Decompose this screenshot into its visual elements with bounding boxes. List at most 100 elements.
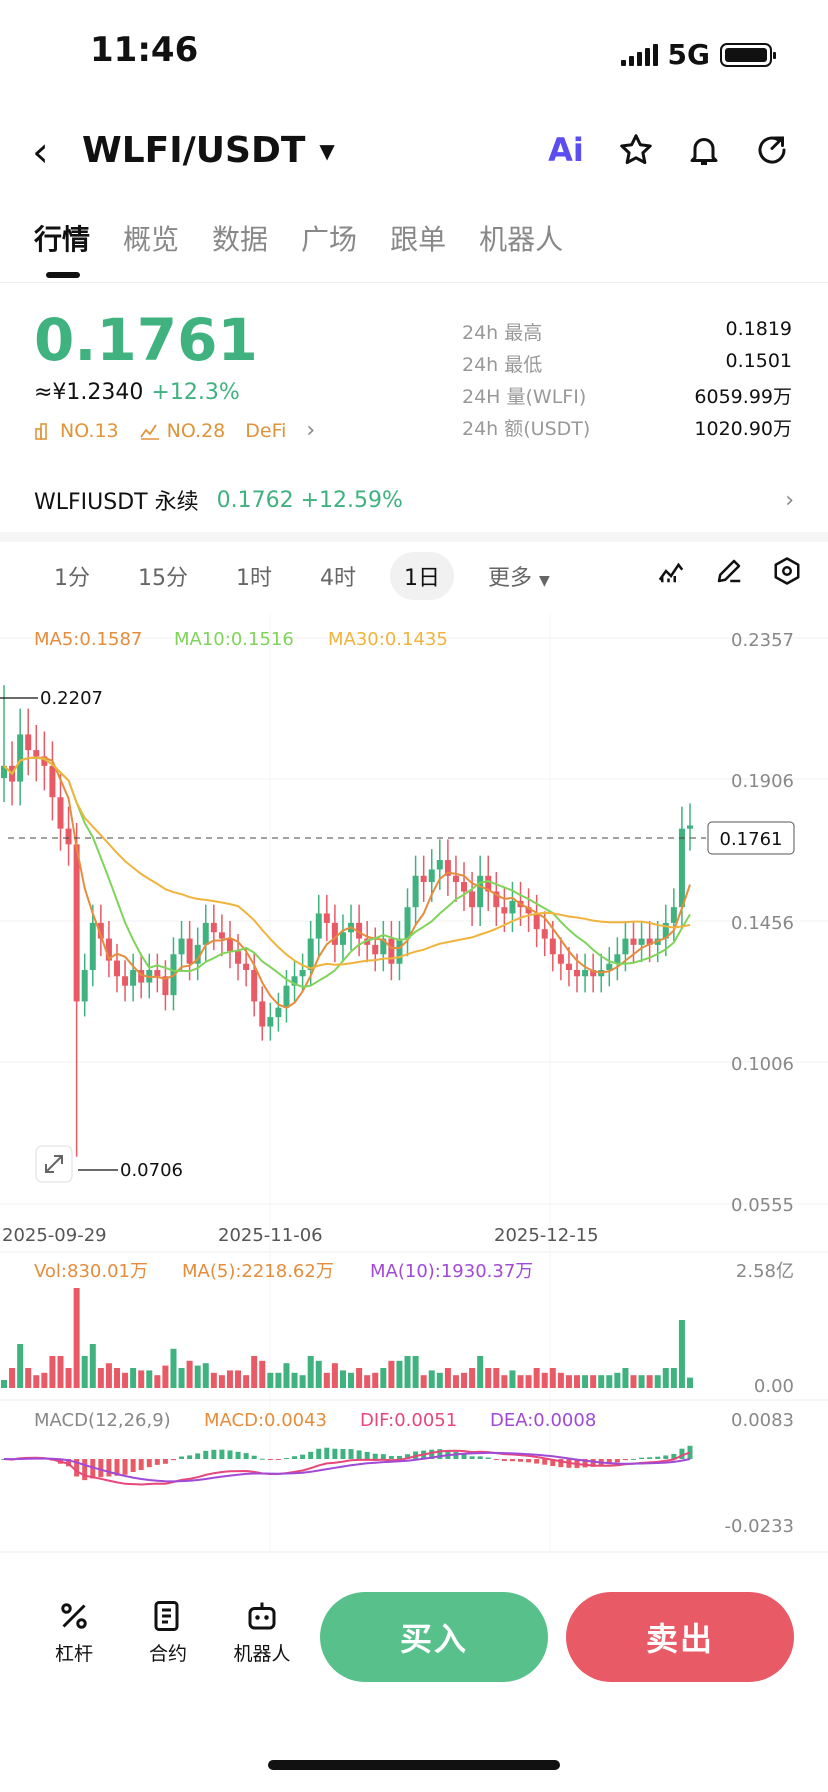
stat-row: 24h 最高 0.1819 xyxy=(462,318,792,344)
macd-bar xyxy=(122,1459,128,1475)
candle-body xyxy=(33,750,40,757)
rank-row[interactable]: NO.13 NO.28 DeFi › xyxy=(34,418,315,443)
interval-1d[interactable]: 1日 xyxy=(390,552,454,600)
macd-bar xyxy=(437,1449,443,1459)
macd-bar xyxy=(534,1459,540,1464)
macd-bar xyxy=(687,1445,693,1459)
star-icon[interactable] xyxy=(614,128,658,172)
ma30-line xyxy=(3,756,691,970)
macd-bar xyxy=(348,1449,354,1459)
candle-body xyxy=(194,944,201,964)
contract-button[interactable]: 合约 xyxy=(128,1598,208,1666)
vol-legend: Vol:830.01万 xyxy=(34,1261,148,1282)
volume-bar xyxy=(461,1372,468,1388)
candle-body xyxy=(493,891,500,908)
tab-copy-trade[interactable]: 跟单 xyxy=(390,223,447,256)
volume-bar xyxy=(243,1375,250,1388)
volume-bar xyxy=(299,1375,306,1388)
macd-bar xyxy=(631,1458,637,1460)
volume-bar xyxy=(65,1368,72,1388)
candle-body xyxy=(582,969,589,977)
tab-data[interactable]: 数据 xyxy=(212,223,269,256)
candle-body xyxy=(235,951,242,964)
back-icon[interactable]: ‹ xyxy=(32,127,49,176)
tab-overview[interactable]: 概览 xyxy=(123,223,180,256)
volume-bar xyxy=(113,1368,120,1388)
main-tabs: 行情 概览 数据 广场 跟单 机器人 xyxy=(34,218,564,278)
candle-body xyxy=(283,985,290,1008)
network-label: 5G xyxy=(667,38,710,71)
perpetual-row[interactable]: WLFIUSDT 永续 0.1762 +12.59% › xyxy=(34,484,794,516)
perp-price: 0.1762 +12.59% xyxy=(216,487,403,513)
volume-bar xyxy=(348,1372,355,1388)
dif-legend: DIF:0.0051 xyxy=(360,1410,457,1431)
candle-body xyxy=(65,828,72,845)
macd-bar xyxy=(453,1451,459,1459)
bot-button[interactable]: 机器人 xyxy=(222,1598,302,1666)
vol-tick: 0.00 xyxy=(754,1376,794,1397)
interval-1h[interactable]: 1时 xyxy=(236,566,272,591)
candle-body xyxy=(574,969,581,977)
macd-bar xyxy=(388,1456,394,1459)
volume-bar xyxy=(186,1360,193,1388)
macd-bar xyxy=(219,1449,225,1459)
volume-bar xyxy=(372,1372,379,1388)
volume-bar xyxy=(259,1360,266,1388)
macd-bar xyxy=(227,1450,233,1459)
macd-bar xyxy=(526,1459,532,1463)
settings-hexagon-icon[interactable] xyxy=(772,556,802,586)
contract-icon xyxy=(154,1601,179,1631)
macd-bar xyxy=(170,1459,176,1461)
volume-bar xyxy=(469,1368,476,1388)
home-indicator[interactable] xyxy=(268,1760,560,1770)
macd-bar xyxy=(558,1459,564,1468)
macd-bar xyxy=(550,1459,556,1467)
candle-body xyxy=(444,860,451,876)
macd-tick: -0.0233 xyxy=(725,1516,794,1537)
share-icon[interactable] xyxy=(750,128,794,172)
interval-4h[interactable]: 4时 xyxy=(320,566,356,591)
dea-line xyxy=(3,1451,691,1483)
volume-bar xyxy=(283,1363,290,1388)
candle-body xyxy=(122,976,129,986)
macd-bar xyxy=(235,1451,241,1459)
volume-bar xyxy=(275,1372,282,1388)
leverage-button[interactable]: 杠杆 xyxy=(34,1598,114,1666)
price-chart[interactable]: MA5:0.1587 MA10:0.1516 MA30:0.1435 0.235… xyxy=(0,614,828,1574)
volume-bar xyxy=(49,1356,56,1388)
candle-body xyxy=(549,938,556,955)
volume-bar xyxy=(267,1372,274,1388)
interval-1m[interactable]: 1分 xyxy=(54,566,90,591)
macd-bar xyxy=(138,1459,144,1471)
macd-bar xyxy=(211,1449,217,1459)
volume-bar xyxy=(428,1370,435,1388)
draw-icon[interactable] xyxy=(714,556,744,586)
volume-bar xyxy=(380,1368,387,1388)
bell-icon[interactable] xyxy=(682,128,726,172)
candle-body xyxy=(25,734,32,751)
buy-button[interactable]: 买入 xyxy=(320,1592,548,1682)
macd-bar xyxy=(405,1454,411,1459)
candle-body xyxy=(251,969,258,1002)
macd-bar xyxy=(461,1453,467,1459)
interval-15m[interactable]: 15分 xyxy=(138,566,188,591)
interval-more[interactable]: 更多 ▼ xyxy=(488,566,550,591)
macd-bar xyxy=(671,1453,677,1459)
candle-body xyxy=(339,932,346,945)
volume-bar xyxy=(670,1368,677,1388)
expand-icon-glyph xyxy=(45,1155,63,1173)
macd-bar xyxy=(283,1458,289,1460)
volume-bar xyxy=(89,1344,96,1388)
tab-market[interactable]: 行情 xyxy=(34,218,90,278)
ai-icon[interactable]: Ai xyxy=(548,131,584,169)
pair-selector[interactable]: WLFI/USDT ▼ xyxy=(82,130,335,171)
macd-bar xyxy=(606,1459,612,1465)
macd-bar xyxy=(340,1449,346,1459)
candle-body xyxy=(590,969,597,977)
tab-square[interactable]: 广场 xyxy=(301,223,358,256)
volume-bar xyxy=(501,1375,508,1388)
tab-bot[interactable]: 机器人 xyxy=(479,223,564,256)
sell-button[interactable]: 卖出 xyxy=(566,1592,794,1682)
macd-bar xyxy=(590,1459,596,1467)
indicator-icon[interactable] xyxy=(656,556,686,586)
